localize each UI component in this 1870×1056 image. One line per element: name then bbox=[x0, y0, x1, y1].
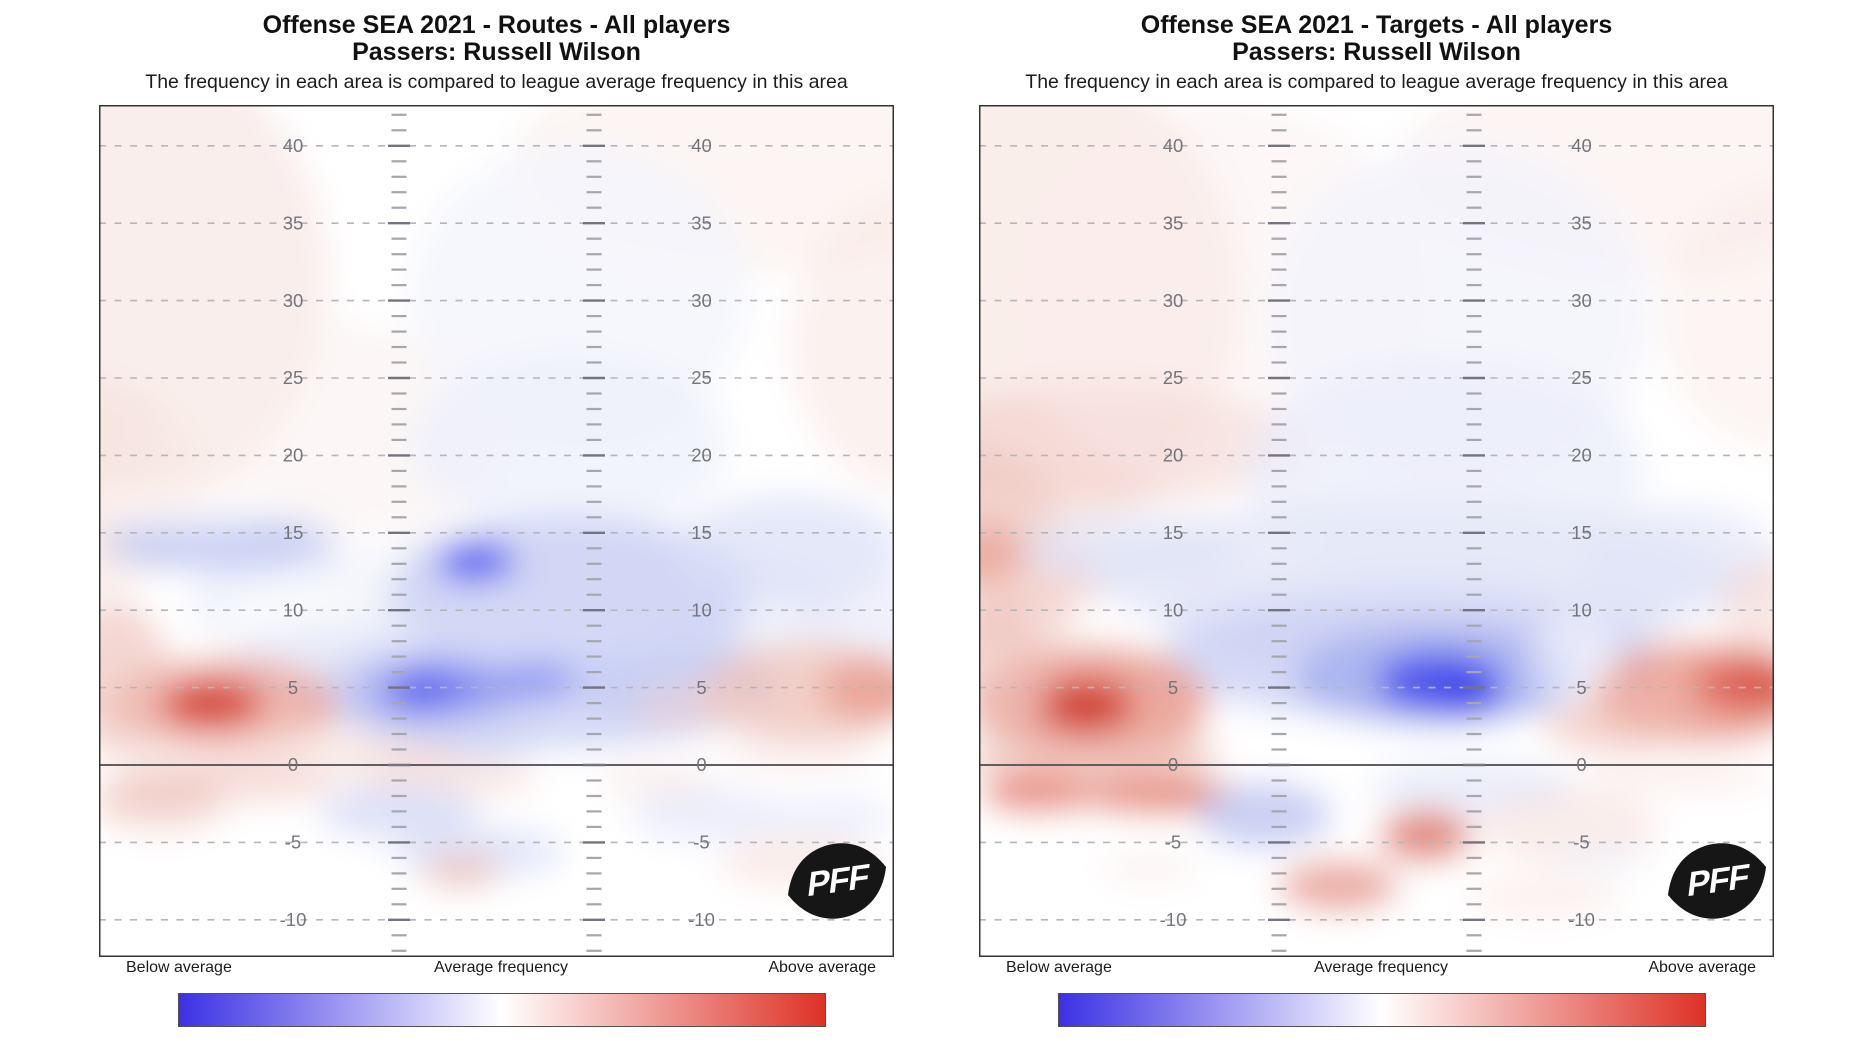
svg-text:-5: -5 bbox=[1165, 832, 1181, 853]
svg-text:-10: -10 bbox=[1568, 909, 1595, 930]
svg-text:35: 35 bbox=[1163, 212, 1184, 233]
svg-text:-5: -5 bbox=[693, 832, 709, 853]
svg-text:-5: -5 bbox=[1573, 832, 1589, 853]
svg-text:20: 20 bbox=[283, 445, 304, 466]
svg-text:15: 15 bbox=[691, 522, 712, 543]
svg-text:15: 15 bbox=[1163, 522, 1184, 543]
svg-text:30: 30 bbox=[1571, 290, 1592, 311]
svg-text:5: 5 bbox=[1168, 677, 1178, 698]
svg-text:0: 0 bbox=[1576, 754, 1586, 775]
svg-text:15: 15 bbox=[1571, 522, 1592, 543]
svg-text:35: 35 bbox=[1571, 212, 1592, 233]
svg-text:-10: -10 bbox=[688, 909, 715, 930]
svg-text:0: 0 bbox=[1168, 754, 1178, 775]
svg-text:0: 0 bbox=[288, 754, 298, 775]
svg-text:-5: -5 bbox=[285, 832, 301, 853]
svg-text:10: 10 bbox=[1163, 599, 1184, 620]
svg-text:40: 40 bbox=[691, 135, 712, 156]
svg-text:5: 5 bbox=[1576, 677, 1586, 698]
svg-text:35: 35 bbox=[691, 212, 712, 233]
svg-text:25: 25 bbox=[691, 367, 712, 388]
svg-text:25: 25 bbox=[283, 367, 304, 388]
svg-text:30: 30 bbox=[1163, 290, 1184, 311]
svg-text:10: 10 bbox=[1571, 599, 1592, 620]
svg-text:10: 10 bbox=[283, 599, 304, 620]
svg-text:0: 0 bbox=[696, 754, 706, 775]
svg-text:25: 25 bbox=[1163, 367, 1184, 388]
svg-text:25: 25 bbox=[1571, 367, 1592, 388]
svg-text:5: 5 bbox=[288, 677, 298, 698]
svg-text:40: 40 bbox=[1571, 135, 1592, 156]
svg-text:20: 20 bbox=[1571, 445, 1592, 466]
svg-text:5: 5 bbox=[696, 677, 706, 698]
svg-text:30: 30 bbox=[691, 290, 712, 311]
svg-text:PFF: PFF bbox=[1685, 858, 1750, 905]
svg-text:20: 20 bbox=[691, 445, 712, 466]
svg-text:40: 40 bbox=[1163, 135, 1184, 156]
svg-text:20: 20 bbox=[1163, 445, 1184, 466]
svg-text:-10: -10 bbox=[1160, 909, 1187, 930]
svg-text:PFF: PFF bbox=[805, 858, 870, 905]
svg-text:-10: -10 bbox=[280, 909, 307, 930]
svg-text:15: 15 bbox=[283, 522, 304, 543]
svg-text:30: 30 bbox=[283, 290, 304, 311]
svg-text:35: 35 bbox=[283, 212, 304, 233]
svg-text:40: 40 bbox=[283, 135, 304, 156]
svg-text:10: 10 bbox=[691, 599, 712, 620]
